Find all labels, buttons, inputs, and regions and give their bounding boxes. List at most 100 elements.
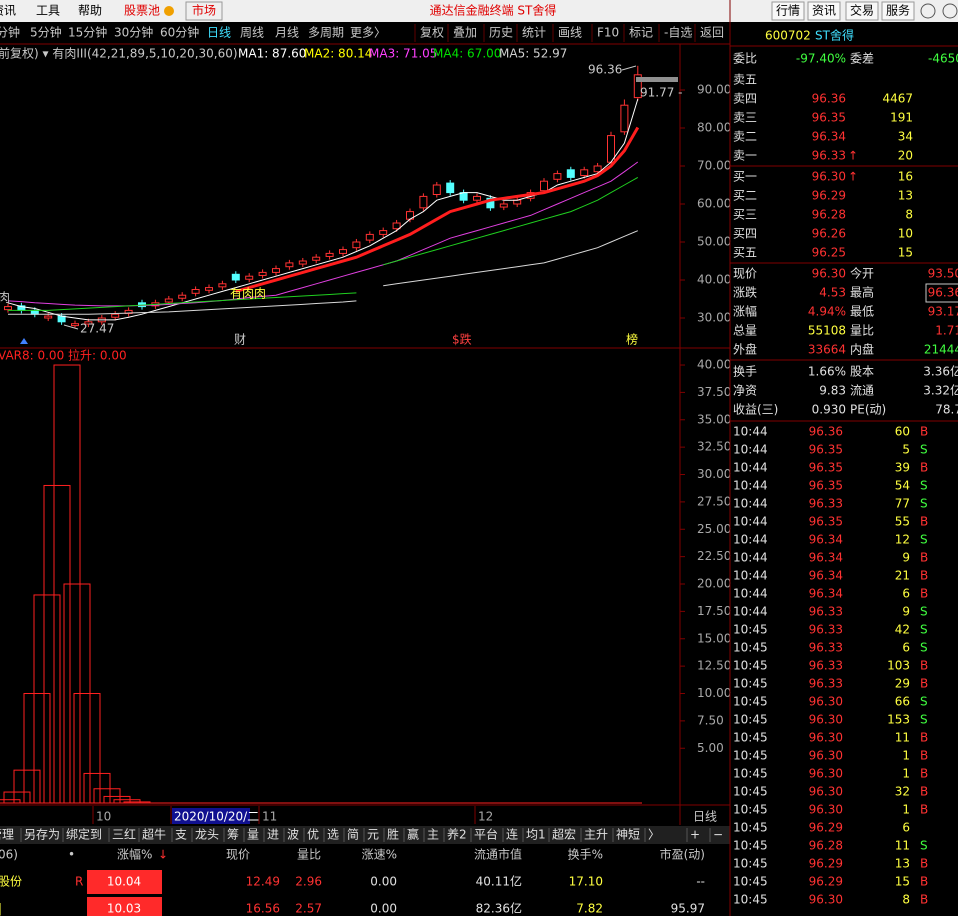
table-cell: 16.56 [246, 902, 280, 916]
candle-body [339, 249, 347, 254]
candle-body [30, 309, 39, 315]
period-tab[interactable]: 60分钟 [160, 25, 199, 40]
menu-item[interactable]: 股票池 [124, 4, 160, 18]
tab[interactable]: 赢 [407, 827, 419, 842]
book-label: 买一 [733, 170, 757, 184]
y-tick-label: 35.00 [697, 412, 731, 426]
tab[interactable]: 筹 [227, 828, 239, 842]
tab[interactable]: 三红 [112, 827, 136, 842]
tool-button[interactable]: -自选 [664, 26, 692, 40]
menu-item[interactable]: 市场 [192, 3, 216, 18]
period-tab[interactable]: 日线 [207, 26, 231, 40]
tab[interactable]: − [713, 828, 723, 842]
tab[interactable]: 龙头 [195, 828, 219, 842]
tick-volume: 8 [902, 893, 910, 907]
menu-item[interactable]: 帮助 [78, 4, 102, 18]
period-tab[interactable]: 多周期 [308, 26, 344, 40]
tab[interactable]: 另存为 [24, 828, 60, 842]
candle-body [365, 233, 374, 241]
menu-item[interactable]: 工具 [36, 4, 60, 18]
tool-button[interactable]: 返回 [700, 26, 724, 40]
tick-price: 96.34 [809, 551, 843, 565]
period-tab[interactable]: 15分钟 [68, 25, 107, 40]
book-label: 卖四 [733, 92, 757, 106]
book-price: 96.35 [812, 111, 846, 125]
tick-side: B [920, 767, 928, 781]
candle-body [84, 321, 93, 325]
table-cell: -- [696, 875, 705, 889]
tab[interactable]: 胜 [387, 827, 399, 842]
period-tab[interactable]: 30分钟 [114, 25, 153, 40]
event-marker: $跌 [452, 332, 472, 347]
pattern-label: 肉 [0, 291, 10, 305]
ma-line [8, 292, 357, 311]
menu-button[interactable]: 资讯 [812, 4, 836, 18]
period-tab[interactable]: 月线 [275, 26, 299, 40]
tab[interactable]: 养2 [447, 827, 467, 842]
menu-button[interactable]: 行情 [776, 4, 800, 18]
tick-volume: 32 [895, 785, 910, 799]
tick-side: S [920, 695, 928, 709]
tab[interactable]: 绑定到 [66, 827, 102, 842]
button-frame [845, 1, 879, 21]
stat-label: 涨跌 [733, 285, 757, 300]
tab[interactable]: 简 [347, 828, 359, 842]
table-cell: 95.97 [671, 902, 705, 916]
tab[interactable]: 量 [247, 828, 259, 842]
stat-value: 1.66% [808, 365, 846, 379]
tab[interactable]: 支 [175, 828, 187, 842]
menu-button[interactable]: 服务 [886, 3, 910, 18]
tick-volume: 11 [895, 731, 910, 745]
tick-volume: 1 [902, 767, 910, 781]
table-cell: 股份 [0, 875, 22, 889]
tab[interactable]: 选 [327, 828, 339, 842]
high-label: 96.36 [588, 63, 622, 77]
tab[interactable]: 进 [267, 828, 279, 842]
tool-button[interactable]: 统计 [522, 26, 546, 40]
ma-label: MA1: 87.60 [238, 47, 306, 61]
tool-button[interactable]: 历史 [489, 26, 513, 40]
period-tab[interactable]: 分钟 [0, 25, 20, 40]
low-pointer [63, 324, 79, 330]
tick-price: 96.30 [809, 767, 843, 781]
tab[interactable]: 元 [367, 828, 379, 842]
tab[interactable]: 均1 [526, 828, 546, 842]
tab[interactable]: 连 [506, 827, 518, 842]
date-label: 10 [96, 810, 111, 824]
tick-side: B [920, 425, 928, 439]
tab[interactable]: 超宏 [552, 827, 576, 842]
period-tab[interactable]: 5分钟 [30, 25, 62, 40]
tool-button[interactable]: 标记 [629, 26, 653, 40]
period-tab[interactable]: 周线 [240, 26, 264, 40]
tab[interactable]: 〉 [648, 828, 660, 842]
table-cell: 2.57 [295, 902, 322, 916]
tab[interactable]: 优 [307, 828, 319, 842]
tick-side: B [920, 785, 928, 799]
candle-body [231, 273, 240, 281]
tool-button[interactable]: 叠加 [453, 26, 477, 40]
tool-button[interactable]: 复权 [420, 26, 444, 40]
menu-button[interactable]: 交易 [850, 3, 874, 18]
tab[interactable]: 超牛 [142, 827, 166, 842]
tab[interactable]: 波 [287, 828, 299, 842]
tab[interactable]: 平台 [474, 827, 498, 842]
tab[interactable]: 主 [427, 828, 439, 842]
tick-volume: 103 [887, 659, 910, 673]
date-highlight [172, 808, 250, 824]
stat-value: 1.71 [935, 324, 958, 338]
tab[interactable]: 主升 [584, 828, 608, 842]
book-price: 96.26 [812, 227, 846, 241]
button-frame [771, 1, 805, 21]
tab[interactable]: 管理 [0, 827, 14, 842]
tick-price: 96.35 [809, 461, 843, 475]
tab[interactable]: + [690, 828, 700, 842]
tool-button[interactable]: F10 [597, 26, 619, 40]
tab[interactable]: 神短 [616, 828, 640, 842]
indicator-label: VAR8: 0.00 拉升: 0.00 [0, 348, 127, 363]
menu-item[interactable]: 资讯 [0, 4, 16, 18]
period-tab[interactable]: 更多〉 [350, 26, 386, 40]
stat-value: 96.36 [928, 286, 958, 300]
stat-value: 55108 [808, 324, 846, 338]
tool-button[interactable]: 画线 [558, 26, 582, 40]
